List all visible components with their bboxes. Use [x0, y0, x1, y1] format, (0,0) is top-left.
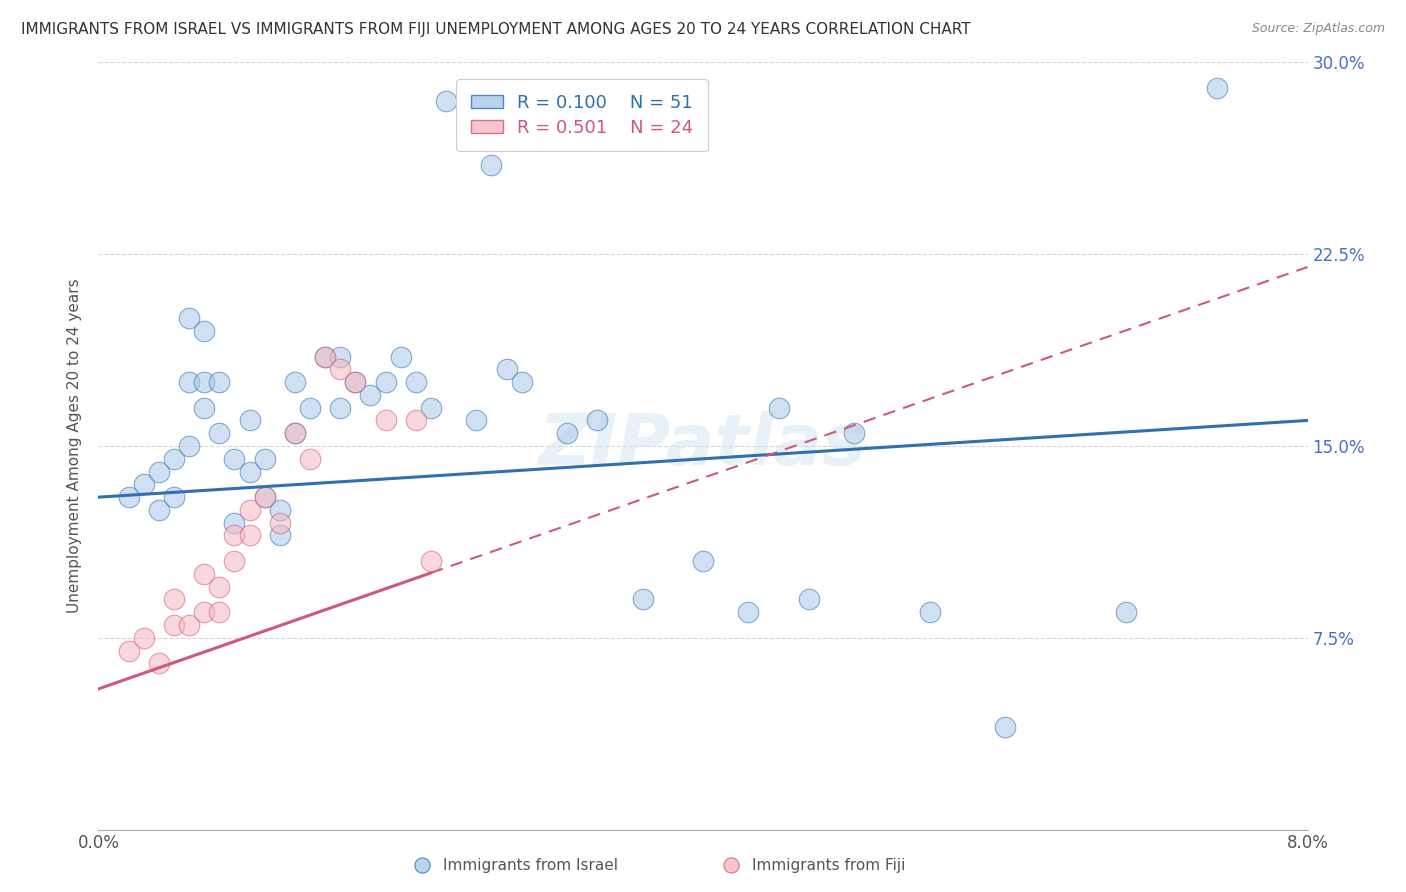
- Point: [299, 401, 322, 415]
- Point: [918, 605, 941, 619]
- Point: [284, 426, 307, 441]
- Point: [284, 375, 307, 389]
- Point: [586, 413, 609, 427]
- Point: [994, 720, 1017, 734]
- Point: [208, 375, 231, 389]
- Legend: R = 0.100    N = 51, R = 0.501    N = 24: R = 0.100 N = 51, R = 0.501 N = 24: [456, 79, 709, 152]
- Point: [193, 324, 215, 338]
- Point: [163, 490, 186, 504]
- Point: [344, 375, 367, 389]
- Point: [224, 554, 246, 568]
- Point: [284, 426, 307, 441]
- Point: [193, 566, 215, 581]
- Point: [329, 401, 352, 415]
- Point: [163, 451, 186, 466]
- Point: [329, 362, 352, 376]
- Point: [179, 618, 201, 632]
- Point: [193, 375, 215, 389]
- Point: [208, 580, 231, 594]
- Point: [132, 631, 155, 645]
- Point: [360, 388, 382, 402]
- Point: [389, 350, 412, 364]
- Point: [193, 605, 215, 619]
- Point: [631, 592, 654, 607]
- Point: [148, 465, 170, 479]
- Point: [465, 413, 488, 427]
- Text: Immigrants from Fiji: Immigrants from Fiji: [752, 857, 905, 872]
- Point: [405, 375, 427, 389]
- Text: Source: ZipAtlas.com: Source: ZipAtlas.com: [1251, 22, 1385, 36]
- Point: [314, 350, 336, 364]
- Point: [148, 657, 170, 671]
- Text: IMMIGRANTS FROM ISRAEL VS IMMIGRANTS FROM FIJI UNEMPLOYMENT AMONG AGES 20 TO 24 : IMMIGRANTS FROM ISRAEL VS IMMIGRANTS FRO…: [21, 22, 970, 37]
- Point: [269, 528, 291, 542]
- Point: [208, 426, 231, 441]
- Point: [329, 350, 352, 364]
- Point: [692, 554, 714, 568]
- Point: [132, 477, 155, 491]
- Point: [179, 311, 201, 326]
- Point: [481, 158, 503, 172]
- Point: [344, 375, 367, 389]
- Point: [420, 401, 443, 415]
- Point: [555, 426, 578, 441]
- Point: [1206, 81, 1229, 95]
- Point: [1115, 605, 1137, 619]
- Point: [239, 503, 262, 517]
- Point: [420, 554, 443, 568]
- Point: [118, 643, 141, 657]
- Point: [374, 375, 396, 389]
- Y-axis label: Unemployment Among Ages 20 to 24 years: Unemployment Among Ages 20 to 24 years: [66, 278, 82, 614]
- Point: [239, 528, 262, 542]
- Point: [797, 592, 820, 607]
- Point: [239, 413, 262, 427]
- Point: [405, 413, 427, 427]
- Point: [269, 503, 291, 517]
- Point: [224, 528, 246, 542]
- Point: [495, 362, 517, 376]
- Point: [239, 465, 262, 479]
- Point: [253, 490, 276, 504]
- Text: ZIPatlas: ZIPatlas: [540, 411, 866, 481]
- Point: [844, 426, 866, 441]
- Point: [299, 451, 322, 466]
- Text: Immigrants from Israel: Immigrants from Israel: [443, 857, 617, 872]
- Point: [148, 503, 170, 517]
- Point: [179, 439, 201, 453]
- Point: [269, 516, 291, 530]
- Point: [253, 451, 276, 466]
- Point: [768, 401, 790, 415]
- Point: [510, 375, 533, 389]
- Point: [224, 516, 246, 530]
- Point: [253, 490, 276, 504]
- Point: [434, 94, 457, 108]
- Point: [163, 618, 186, 632]
- Point: [193, 401, 215, 415]
- Point: [179, 375, 201, 389]
- Point: [208, 605, 231, 619]
- Point: [224, 451, 246, 466]
- Point: [314, 350, 336, 364]
- Point: [118, 490, 141, 504]
- Point: [374, 413, 396, 427]
- Point: [737, 605, 759, 619]
- Point: [163, 592, 186, 607]
